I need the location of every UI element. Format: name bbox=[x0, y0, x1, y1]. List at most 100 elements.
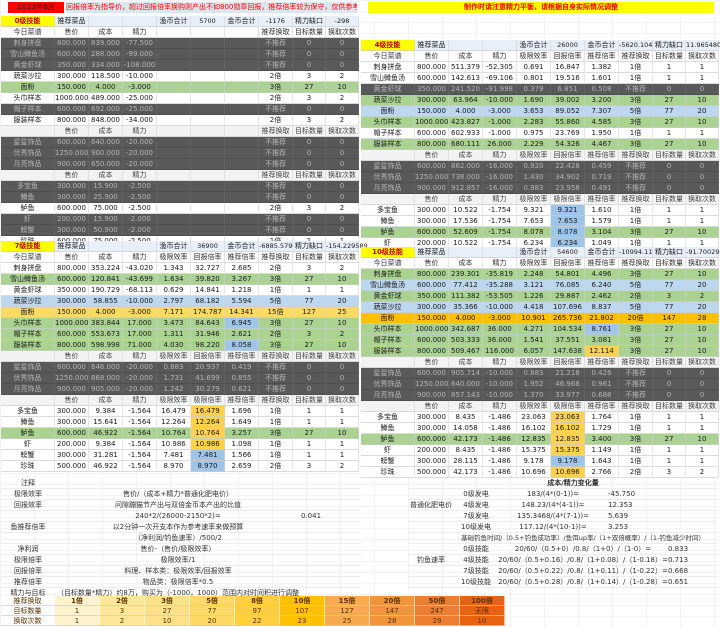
cell-energy[interactable]: -1.000 bbox=[483, 117, 517, 128]
cell-price[interactable]: 300.000 bbox=[415, 205, 449, 216]
cell-limit-efficiency[interactable]: 1.731 bbox=[157, 373, 191, 384]
summary-value[interactable]: 54600 bbox=[551, 247, 585, 258]
cell-target-count[interactable]: 27 bbox=[653, 324, 686, 335]
cell-recommend-ratio[interactable]: 0.426 bbox=[585, 368, 619, 379]
item-name[interactable]: 鳟鱼 bbox=[1, 192, 55, 203]
cell-target-count[interactable]: 27 bbox=[293, 340, 326, 351]
cell-price[interactable]: 600.000 bbox=[55, 274, 89, 285]
item-name[interactable]: 服装样本 bbox=[361, 346, 415, 357]
item-name[interactable]: 刺身拼盘 bbox=[361, 62, 415, 73]
cell-limit-efficiency[interactable]: 0.975 bbox=[517, 128, 551, 139]
cell-price[interactable]: 1000.000 bbox=[55, 93, 89, 104]
cell-exchange-times[interactable]: 0 bbox=[686, 379, 719, 390]
cell-recommend-exchange[interactable]: 3倍 bbox=[259, 318, 293, 329]
cell-return-ratio[interactable]: 19.516 bbox=[551, 73, 585, 84]
cell-limit-efficiency[interactable]: 0.379 bbox=[517, 84, 551, 95]
cell-price[interactable]: 200.000 bbox=[415, 445, 449, 456]
cell-exchange-times[interactable]: 0 bbox=[326, 49, 359, 60]
cell-energy[interactable]: -43.699 bbox=[123, 274, 157, 285]
cell-limit-efficiency[interactable] bbox=[157, 203, 191, 214]
cell-return-ratio[interactable]: 9.178 bbox=[551, 456, 585, 467]
cell-limit-efficiency[interactable]: 1.952 bbox=[517, 379, 551, 390]
cell-exchange-times[interactable]: 10 bbox=[686, 346, 719, 357]
item-name[interactable]: 刺身拼盘 bbox=[361, 269, 415, 280]
note-result[interactable] bbox=[301, 577, 359, 587]
cell-exchange-times[interactable]: 2 bbox=[326, 203, 359, 214]
cell-return-ratio[interactable] bbox=[191, 49, 225, 60]
cell-recommend-exchange[interactable]: 不推荐 bbox=[619, 183, 653, 194]
cell-recommend-exchange[interactable]: 5倍 bbox=[619, 106, 653, 117]
cell-recommend-ratio[interactable]: 5.594 bbox=[225, 296, 259, 307]
cell-return-ratio[interactable]: 34.902 bbox=[551, 172, 585, 183]
cell-recommend-ratio[interactable] bbox=[225, 82, 259, 93]
cell-cost[interactable]: 553.673 bbox=[89, 329, 123, 340]
cell-cost[interactable]: 383.844 bbox=[89, 318, 123, 329]
cell-price[interactable]: 900.000 bbox=[55, 384, 89, 395]
cell-exchange-times[interactable]: 28 bbox=[686, 313, 719, 324]
cell-target-count[interactable]: 27 bbox=[293, 82, 326, 93]
cell-return-ratio[interactable] bbox=[191, 225, 225, 236]
calc-result[interactable]: 0.651 bbox=[668, 578, 689, 586]
calc-result[interactable]: 0.713 bbox=[668, 556, 689, 564]
cell-target-count[interactable]: 0 bbox=[293, 373, 326, 384]
cell-limit-efficiency[interactable] bbox=[157, 225, 191, 236]
cell-price[interactable]: 350.000 bbox=[415, 84, 449, 95]
cell-limit-efficiency[interactable] bbox=[157, 93, 191, 104]
summary-value[interactable]: -5620.1042 bbox=[619, 40, 657, 51]
item-name[interactable]: 优秀饰品 bbox=[1, 373, 55, 384]
item-name[interactable]: 优秀饰品 bbox=[1, 148, 55, 159]
cell-price[interactable]: 150.000 bbox=[55, 307, 89, 318]
cell-energy[interactable]: -1.000 bbox=[483, 128, 517, 139]
cell-return-ratio[interactable]: 54.326 bbox=[551, 139, 585, 150]
cell-target-count[interactable]: 77 bbox=[653, 302, 686, 313]
cell-exchange-times[interactable]: 0 bbox=[326, 192, 359, 203]
cell-return-ratio[interactable]: 107.696 bbox=[551, 302, 585, 313]
cell-recommend-exchange[interactable]: 1倍 bbox=[259, 285, 293, 296]
cell-recommend-ratio[interactable]: 2.659 bbox=[225, 461, 259, 472]
cell-energy[interactable]: -1.486 bbox=[483, 456, 517, 467]
cell-price[interactable]: 300.000 bbox=[55, 181, 89, 192]
multiplier-value[interactable]: 77 bbox=[190, 606, 235, 616]
cell-return-ratio[interactable] bbox=[191, 214, 225, 225]
cell-target-count[interactable]: 77 bbox=[653, 106, 686, 117]
cell-return-ratio[interactable]: 7.481 bbox=[191, 450, 225, 461]
cell-recommend-ratio[interactable]: 14.341 bbox=[225, 307, 259, 318]
cell-target-count[interactable]: 0 bbox=[653, 183, 686, 194]
cell-cost[interactable]: 602.933 bbox=[449, 128, 483, 139]
item-name[interactable]: 雪山鳟鱼汤 bbox=[361, 280, 415, 291]
cell-price[interactable]: 900.000 bbox=[415, 183, 449, 194]
item-name[interactable]: 多宝鱼 bbox=[1, 181, 55, 192]
cell-recommend-ratio[interactable]: 1.610 bbox=[585, 205, 619, 216]
cell-cost[interactable]: 680.111 bbox=[449, 139, 483, 150]
cell-recommend-exchange[interactable]: 不推荐 bbox=[259, 225, 293, 236]
cell-energy[interactable]: 36.000 bbox=[483, 324, 517, 335]
cell-recommend-exchange[interactable]: 3倍 bbox=[259, 428, 293, 439]
cell-energy[interactable]: -3.000 bbox=[123, 307, 157, 318]
cell-limit-efficiency[interactable] bbox=[157, 104, 191, 115]
cell-recommend-ratio[interactable]: 1.950 bbox=[585, 128, 619, 139]
cell-recommend-exchange[interactable]: 1倍 bbox=[259, 439, 293, 450]
cell-energy[interactable]: -77.500 bbox=[123, 38, 157, 49]
cell-price[interactable]: 300.000 bbox=[55, 192, 89, 203]
cell-recommend-ratio[interactable]: 7.307 bbox=[585, 106, 619, 117]
cell-exchange-times[interactable]: 0 bbox=[326, 181, 359, 192]
cell-cost[interactable]: 912.857 bbox=[449, 183, 483, 194]
multiplier-header[interactable]: 5倍 bbox=[190, 596, 235, 606]
cell-recommend-exchange[interactable]: 不推荐 bbox=[259, 49, 293, 60]
cell-cost[interactable]: 142.613 bbox=[449, 73, 483, 84]
cell-limit-efficiency[interactable]: 8.078 bbox=[517, 227, 551, 238]
summary-value[interactable]: 11.96548063 bbox=[686, 40, 720, 51]
cell-cost[interactable]: 15.900 bbox=[89, 214, 123, 225]
item-name[interactable]: 蔬菜沙拉 bbox=[1, 296, 55, 307]
cell-limit-efficiency[interactable]: 7.171 bbox=[157, 307, 191, 318]
cell-cost[interactable]: 646.000 bbox=[89, 362, 123, 373]
cell-recommend-ratio[interactable]: 1.382 bbox=[585, 62, 619, 73]
cell-price[interactable]: 600.000 bbox=[55, 428, 89, 439]
cell-limit-efficiency[interactable] bbox=[157, 192, 191, 203]
cell-energy[interactable]: -1.486 bbox=[483, 412, 517, 423]
cell-cost[interactable]: 4.000 bbox=[89, 307, 123, 318]
cell-cost[interactable]: 31.281 bbox=[89, 450, 123, 461]
multiplier-header[interactable]: 100倍 bbox=[460, 596, 505, 606]
cell-limit-efficiency[interactable]: 12.264 bbox=[157, 417, 191, 428]
sheet-date-cell[interactable]: 2023年6月 bbox=[8, 2, 64, 13]
